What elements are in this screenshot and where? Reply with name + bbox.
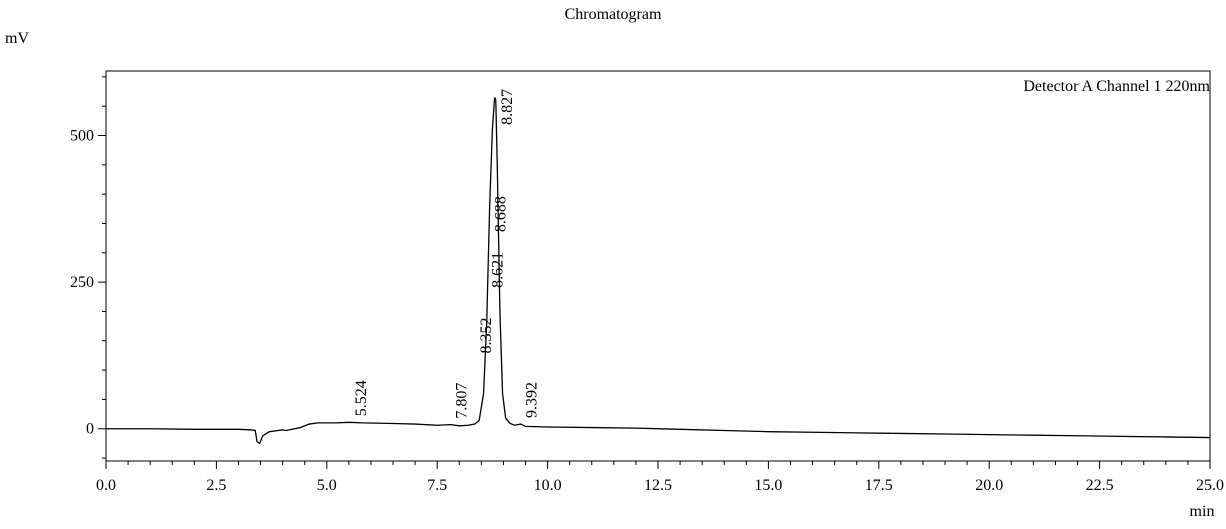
x-tick-label: 10.0 <box>534 477 562 494</box>
y-axis-unit-label: mV <box>5 30 29 47</box>
chromatogram-trace <box>106 97 1211 445</box>
peak-retention-label: 9.392 <box>524 382 541 418</box>
peak-labels: 5.524 7.807 8.352 8.621 8.688 8.827 9.392 <box>353 89 541 419</box>
x-tick-label: 7.5 <box>427 477 447 494</box>
y-tick-label: 250 <box>70 274 94 291</box>
peak-retention-label: 8.352 <box>478 318 495 354</box>
peak-retention-label: 8.621 <box>490 252 507 288</box>
y-axis: 0 250 500 <box>70 76 106 459</box>
x-tick-label: 5.0 <box>317 477 337 494</box>
x-tick-label: 2.5 <box>206 477 226 494</box>
x-tick-label: 20.0 <box>975 477 1003 494</box>
peak-retention-label: 7.807 <box>454 383 471 419</box>
y-tick-label: 0 <box>86 421 94 438</box>
x-tick-label: 15.0 <box>754 477 782 494</box>
detector-channel-label: Detector A Channel 1 220nm <box>1023 78 1210 95</box>
x-tick-label: 22.5 <box>1086 477 1114 494</box>
x-tick-label: 17.5 <box>865 477 893 494</box>
x-tick-label: 0.0 <box>96 477 116 494</box>
x-axis-unit-label: min <box>1190 503 1215 520</box>
peak-retention-label: 8.827 <box>499 89 516 125</box>
peak-retention-label: 8.688 <box>493 196 510 232</box>
y-tick-label: 500 <box>70 128 94 145</box>
x-axis: 0.0 2.5 5.0 7.5 10.0 12.5 15.0 17.5 20.0 22.5 25.0 <box>96 461 1224 494</box>
x-tick-label: 25.0 <box>1196 477 1224 494</box>
chart-title: Chromatogram <box>565 6 662 23</box>
plot-frame <box>105 70 1211 462</box>
peak-retention-label: 5.524 <box>353 380 370 416</box>
x-tick-label: 12.5 <box>644 477 672 494</box>
